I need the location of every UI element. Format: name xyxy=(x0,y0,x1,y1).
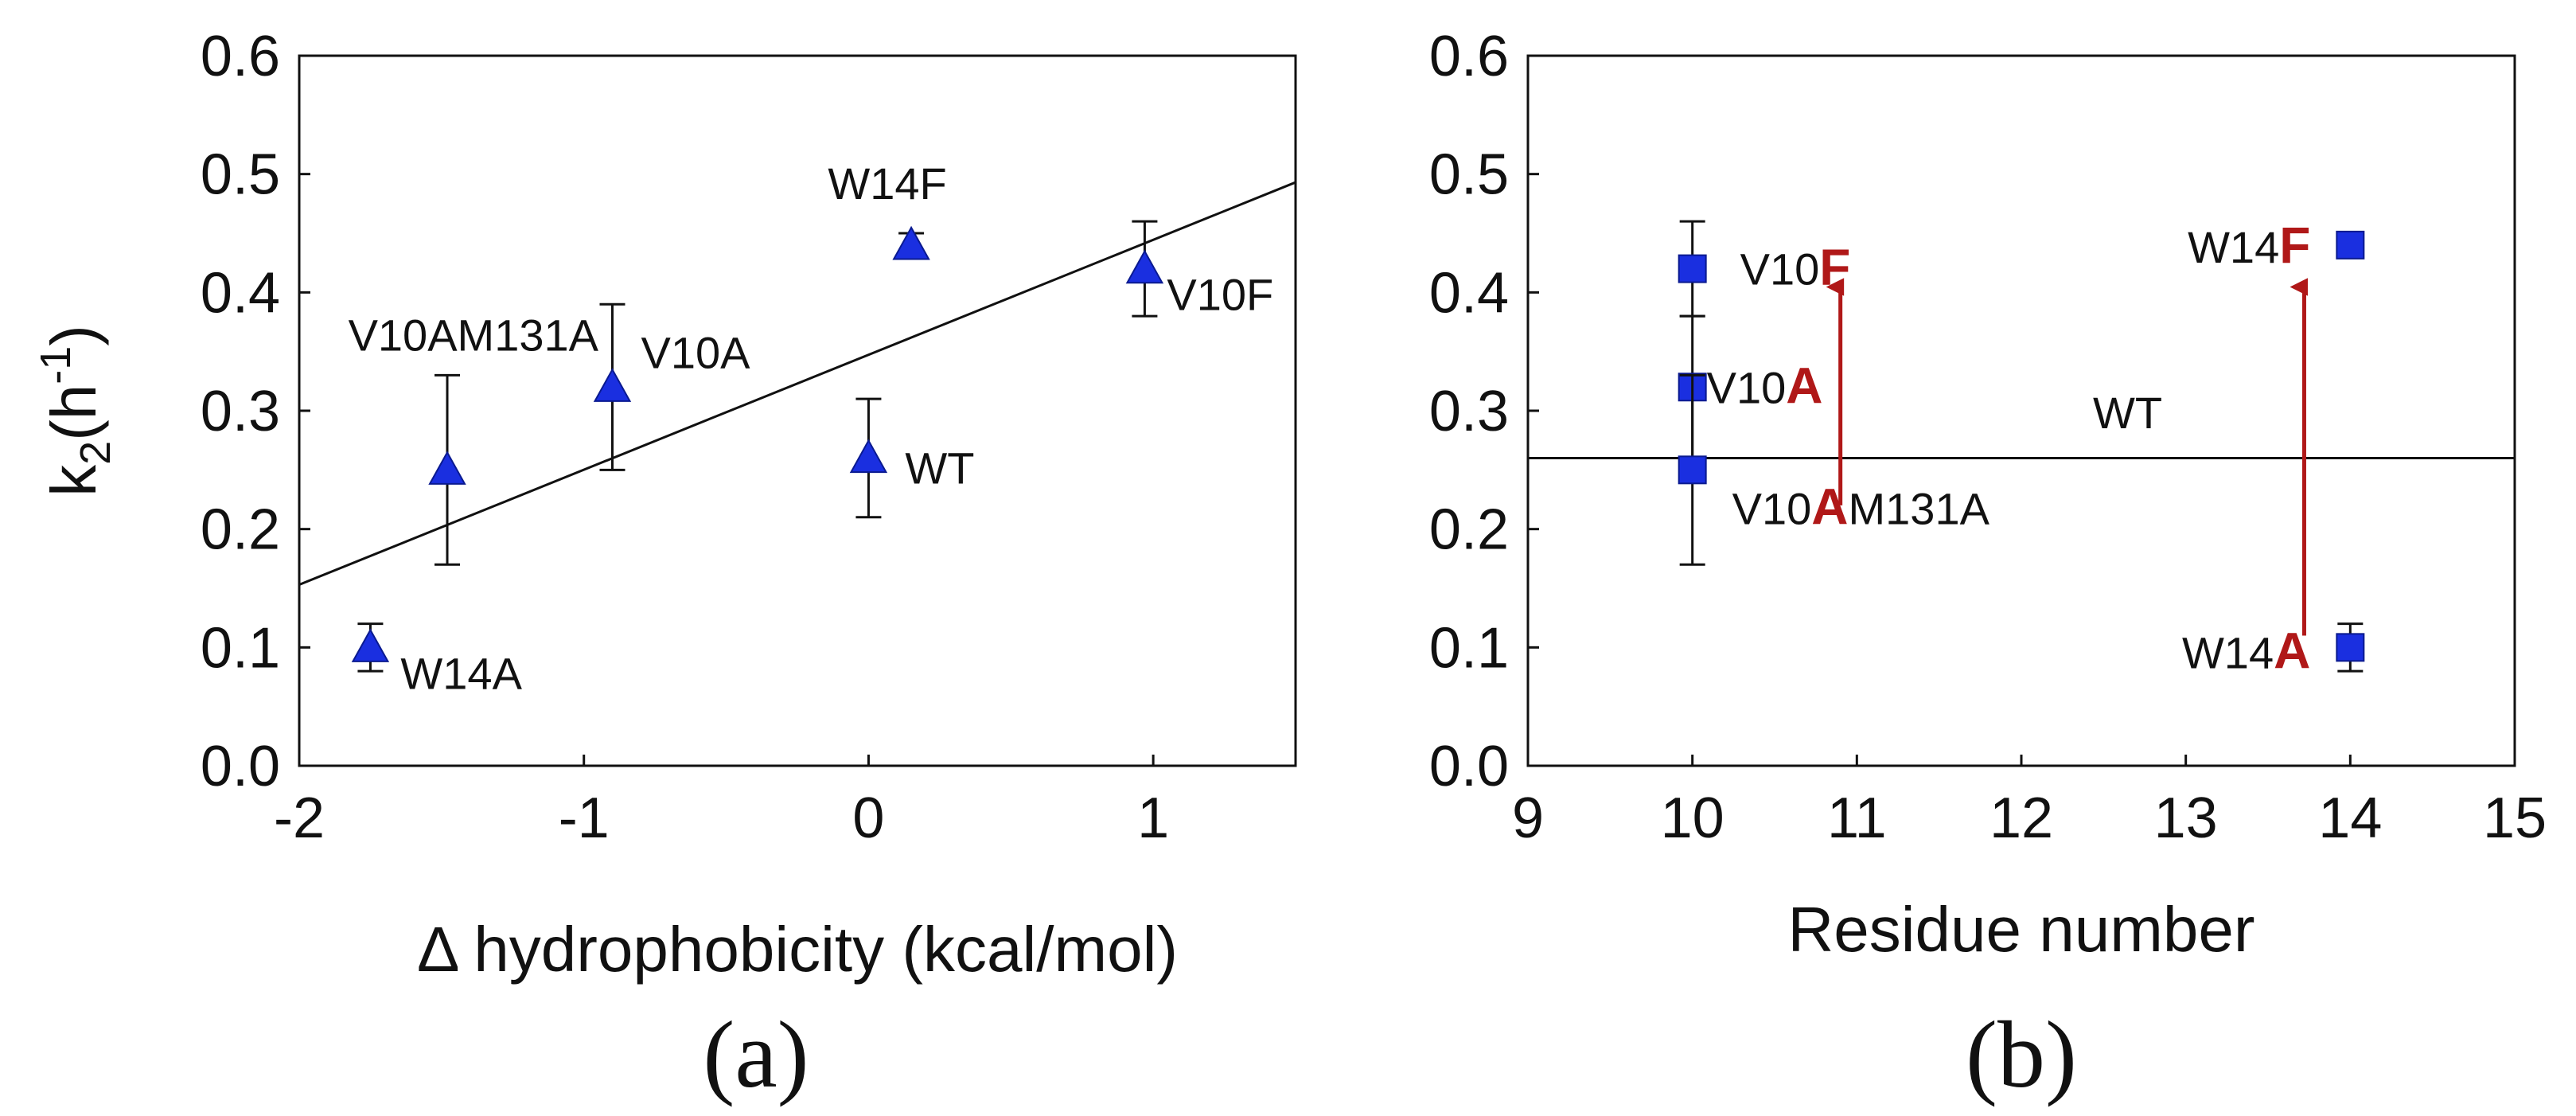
b-label-mutation: F xyxy=(1819,239,1850,296)
panel-b-wt-label: WT xyxy=(2093,388,2162,438)
a-x-tick-label: 1 xyxy=(1137,786,1169,850)
a-y-tick-label: 0.0 xyxy=(201,735,280,798)
y-label-open: (h xyxy=(38,384,109,441)
a-data-point xyxy=(593,368,632,402)
b-label-suffix: M131A xyxy=(1849,483,1990,533)
a-point-label: V10AM131A xyxy=(349,310,599,360)
a-data-point xyxy=(849,439,888,474)
b-label-mutation: A xyxy=(1786,357,1822,414)
panel-a-chart: 0.0 0.1 0.2 0.3 0.4 0.5 0.6 -2 -1 0 1 W14A V10AM13… xyxy=(32,25,1297,1107)
a-y-tick-label: 0.4 xyxy=(201,261,280,325)
b-x-tick-label: 11 xyxy=(1827,786,1887,850)
panel-b-plot-area xyxy=(1526,54,2516,767)
b-y-tick-label: 0.3 xyxy=(1429,380,1509,443)
panel-b-chart: 0.0 0.1 0.2 0.3 0.4 0.5 0.6 9 10 11 12 13 14 15 WT V… xyxy=(1429,25,2547,1107)
b-label-mutation: F xyxy=(2279,217,2310,274)
y-label-k: k xyxy=(38,464,109,497)
b-x-tick-label: 15 xyxy=(2483,786,2547,850)
y-label-close: ) xyxy=(38,325,109,346)
a-point-label: WT xyxy=(905,443,974,493)
b-point-label: V10F xyxy=(1740,239,1851,296)
b-y-tick-label: 0.2 xyxy=(1429,498,1509,562)
panel-a-label: (a) xyxy=(703,1001,809,1107)
panel-b-label: (b) xyxy=(1966,1001,2077,1107)
b-y-tick-label: 0.1 xyxy=(1429,616,1509,680)
b-data-point xyxy=(1678,254,1707,283)
a-x-tick-label: -2 xyxy=(274,786,325,850)
panel-a-x-axis-label: Δ hydrophobicity (kcal/mol) xyxy=(417,914,1178,985)
a-point-label: V10F xyxy=(1167,270,1273,320)
a-y-tick-label: 0.6 xyxy=(201,25,280,88)
b-point-label: W14A xyxy=(2182,622,2310,679)
b-point-label: W14F xyxy=(2188,217,2310,274)
a-y-tick-label: 0.3 xyxy=(201,380,280,443)
b-label-prefix: V10 xyxy=(1707,362,1787,412)
b-label-prefix: W14 xyxy=(2188,222,2279,272)
b-data-point xyxy=(1678,455,1707,485)
panel-a-y-axis-label: k2(h-1) xyxy=(32,325,119,497)
a-y-tick-label: 0.2 xyxy=(201,498,280,562)
b-label-mutation: A xyxy=(2274,622,2310,679)
a-point-label: W14A xyxy=(400,648,522,698)
panel-b-x-axis-label: Residue number xyxy=(1788,894,2255,965)
a-point-label: W14F xyxy=(828,158,946,209)
b-point-label: V10A xyxy=(1707,357,1823,414)
a-point-label: V10A xyxy=(641,327,750,377)
b-label-prefix: V10 xyxy=(1732,483,1812,533)
a-data-point xyxy=(351,628,390,662)
a-y-tick-label: 0.1 xyxy=(201,616,280,680)
y-label-sup: -1 xyxy=(32,346,80,384)
a-x-tick-label: -1 xyxy=(559,786,610,850)
b-x-tick-label: 9 xyxy=(1512,786,1544,850)
a-data-point xyxy=(1125,249,1164,284)
b-x-tick-label: 13 xyxy=(2154,786,2218,850)
b-data-point xyxy=(2336,230,2365,259)
panel-a-fit-line xyxy=(298,181,1296,586)
a-x-tick-label: 0 xyxy=(852,786,884,850)
a-data-point xyxy=(428,451,466,485)
b-x-tick-label: 12 xyxy=(1989,786,2053,850)
a-y-tick-label: 0.5 xyxy=(201,143,280,207)
b-label-prefix: W14 xyxy=(2182,627,2274,677)
b-label-mutation: A xyxy=(1811,478,1848,535)
a-data-point xyxy=(892,225,930,260)
b-y-tick-label: 0.0 xyxy=(1429,735,1509,798)
b-y-tick-label: 0.4 xyxy=(1429,261,1509,325)
y-label-sub: 2 xyxy=(72,441,119,465)
b-x-tick-label: 10 xyxy=(1661,786,1724,850)
b-data-point xyxy=(2336,633,2365,662)
b-point-label: V10AM131A xyxy=(1732,478,1990,535)
b-label-prefix: V10 xyxy=(1740,244,1820,295)
b-y-tick-label: 0.5 xyxy=(1429,143,1509,207)
b-y-tick-label: 0.6 xyxy=(1429,25,1509,88)
b-x-tick-label: 14 xyxy=(2318,786,2382,850)
